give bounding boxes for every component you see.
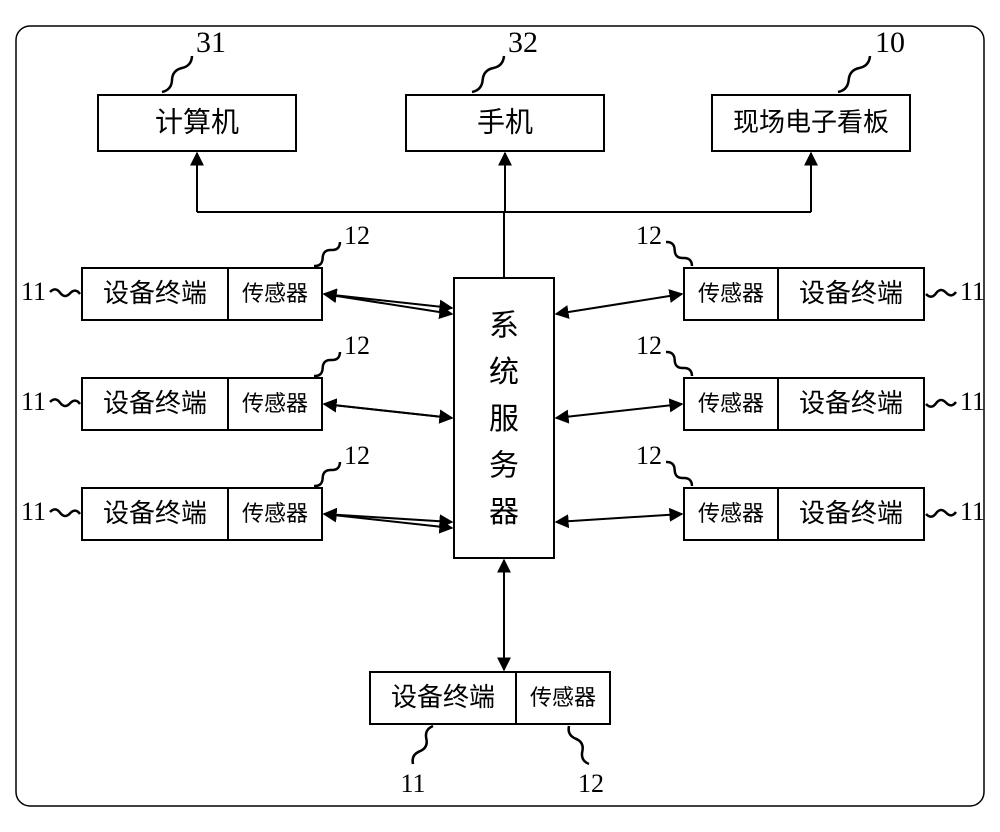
arrow	[324, 294, 452, 314]
callout-squiggle	[926, 400, 956, 407]
callout-squiggle	[926, 290, 956, 297]
callout-squiggle	[50, 289, 80, 296]
callout-squiggle	[50, 399, 80, 406]
callout-squiggle	[314, 242, 340, 266]
device-terminal-left-0-label: 设备终端	[103, 279, 207, 308]
device-terminal-right-0-label: 设备终端	[799, 279, 903, 308]
ref-11-right-0: 11	[960, 277, 985, 306]
device-terminal-left-1-label: 设备终端	[103, 389, 207, 418]
arrow	[324, 404, 452, 418]
callout-squiggle	[666, 462, 692, 486]
device-terminal-right-1-label: 设备终端	[799, 389, 903, 418]
ref-11-left-2: 11	[21, 497, 46, 526]
ref-11-bottom: 11	[400, 769, 425, 798]
ref-12-right-0: 12	[636, 221, 662, 250]
sensor-right-2-label: 传感器	[698, 501, 764, 526]
ref-11-left-0: 11	[21, 277, 46, 306]
ref-12-left-0: 12	[344, 221, 370, 250]
callout-squiggle	[314, 462, 340, 486]
callout-squiggle	[413, 726, 433, 764]
ref-12-left-1: 12	[344, 331, 370, 360]
ref-12-bottom: 12	[578, 769, 604, 798]
server-char-4: 器	[489, 496, 519, 529]
sensor-right-0-label: 传感器	[698, 281, 764, 306]
device-terminal-bottom-0-label: 设备终端	[391, 683, 495, 712]
top-box-board-ref: 10	[875, 26, 905, 59]
callout-squiggle	[50, 509, 80, 516]
ref-11-left-1: 11	[21, 387, 46, 416]
callout-squiggle	[838, 56, 870, 92]
ref-11-right-2: 11	[960, 497, 985, 526]
ref-12-right-2: 12	[636, 441, 662, 470]
ref-12-right-1: 12	[636, 331, 662, 360]
top-box-phone-label: 手机	[477, 106, 533, 138]
callout-squiggle	[666, 352, 692, 376]
device-terminal-right-2-label: 设备终端	[799, 499, 903, 528]
ref-12-left-2: 12	[344, 441, 370, 470]
server-char-2: 服	[489, 403, 519, 436]
callout-squiggle	[472, 56, 504, 92]
server-char-0: 系	[489, 310, 519, 343]
callout-squiggle	[162, 56, 192, 92]
arrow	[556, 404, 682, 418]
arrow	[556, 294, 682, 314]
server-char-3: 务	[489, 450, 519, 483]
device-terminal-left-2-label: 设备终端	[103, 499, 207, 528]
top-box-board-label: 现场电子看板	[733, 108, 889, 137]
ref-11-right-1: 11	[960, 387, 985, 416]
sensor-left-2-label: 传感器	[242, 501, 308, 526]
callout-squiggle	[666, 242, 692, 266]
callout-squiggle	[569, 726, 589, 764]
server-char-1: 统	[489, 356, 519, 389]
top-box-computer-ref: 31	[196, 26, 226, 59]
arrow	[556, 514, 682, 522]
sensor-right-1-label: 传感器	[698, 391, 764, 416]
top-box-computer-label: 计算机	[155, 106, 239, 138]
sensor-bottom-0-label: 传感器	[530, 685, 596, 710]
sensor-left-1-label: 传感器	[242, 391, 308, 416]
callout-squiggle	[314, 352, 340, 376]
top-box-phone-ref: 32	[508, 26, 538, 59]
callout-squiggle	[926, 510, 956, 517]
sensor-left-0-label: 传感器	[242, 281, 308, 306]
